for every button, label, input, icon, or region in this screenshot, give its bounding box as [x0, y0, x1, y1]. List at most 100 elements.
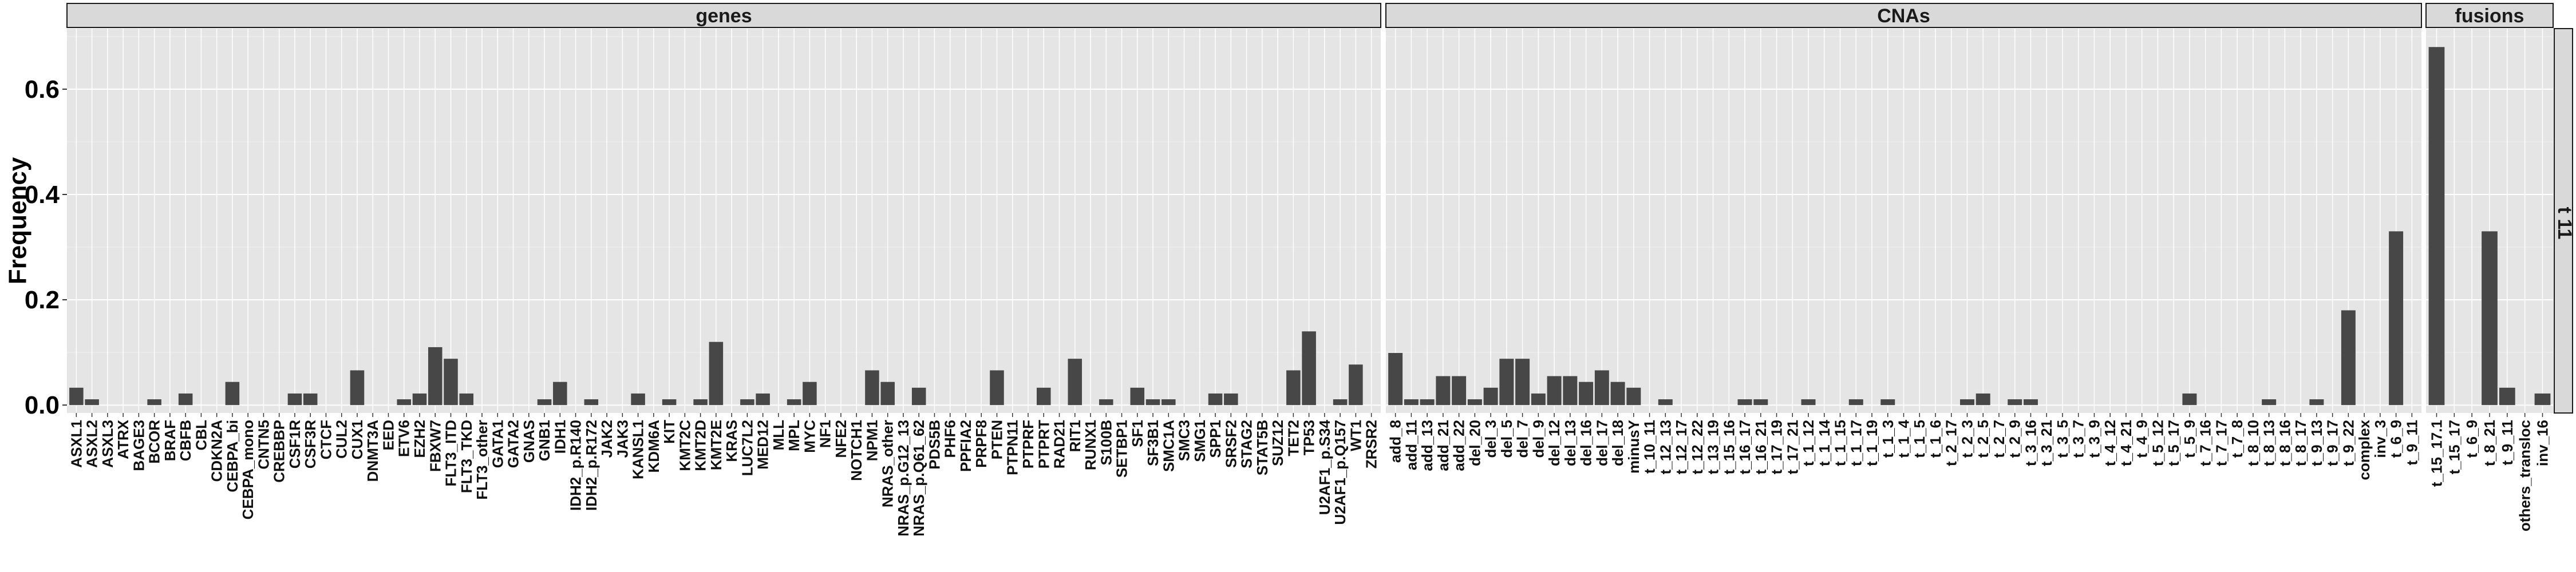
y-axis-title: Frequency: [4, 157, 32, 284]
x-tick-label: SPP1: [1207, 420, 1224, 458]
bar-KIT: [662, 399, 677, 406]
x-tick-label: BRAF: [161, 420, 179, 461]
x-tick-label: IDH2_p.R172: [583, 420, 600, 511]
x-tick-label: IDH1: [551, 420, 568, 454]
bar-t_2_9: [2008, 399, 2022, 406]
x-tick-label: PDS5B: [926, 420, 943, 470]
x-tick-label: PPFIA2: [957, 420, 974, 472]
x-tick-label: CNTN5: [255, 420, 272, 470]
x-tick-label: t_3_21: [2038, 420, 2055, 466]
bar-KMT2E: [709, 341, 724, 406]
x-tick-label: CTCF: [317, 420, 334, 459]
bar-del_18: [1610, 382, 1625, 406]
x-tick-label: CDKN2A: [208, 420, 226, 482]
x-tick-label: t_4_12: [2101, 420, 2119, 466]
bar-CEBPA_bi: [225, 382, 240, 406]
facet-strip: [66, 3, 1381, 28]
bar-del_13: [1563, 376, 1578, 406]
x-tick-label: ATRX: [114, 419, 132, 459]
bar-del_17: [1594, 370, 1609, 406]
bar-NRAS_other: [880, 382, 895, 406]
x-tick-label: KDM6A: [645, 420, 662, 473]
x-tick-label: t_5_12: [2149, 420, 2166, 466]
x-tick-label: t_9_13: [2308, 420, 2325, 466]
x-tick-label: EZH2: [411, 420, 428, 458]
x-tick-label: CEBPA_bi: [224, 420, 241, 492]
x-tick-label: t_1_19: [1863, 420, 1880, 466]
bar-ASXL2: [85, 399, 99, 406]
x-tick-label: inv_16: [2534, 420, 2551, 466]
bar-KANSL1: [631, 393, 645, 406]
x-tick-label: t_1_3: [1879, 420, 1897, 458]
x-tick-label: EED: [380, 420, 397, 450]
x-tick-label: PTPRT: [1035, 420, 1052, 468]
x-tick-label: S100B: [1097, 420, 1115, 466]
x-tick-label: KMT2E: [708, 420, 725, 470]
x-tick-label: add_11: [1402, 420, 1420, 470]
x-tick-label: t_12_17: [1673, 420, 1690, 474]
x-tick-label: SMC3: [1176, 420, 1193, 461]
bar-t_1_17: [1848, 399, 1863, 406]
x-tick-label: SETBP1: [1113, 420, 1131, 478]
x-tick-label: t_1_5: [1911, 420, 1928, 458]
bar-ASXL1: [69, 387, 84, 406]
bar-t_16_21: [1753, 399, 1768, 406]
panel-genes: ASXL1ASXL2ASXL3ATRXBAGE3BCORBRAFCBFBCBLC…: [66, 3, 1381, 537]
y-tick-label: 0.2: [25, 286, 60, 314]
x-tick-label: NFE2: [832, 420, 850, 458]
bar-IDH2_p.R172: [584, 399, 599, 406]
bar-EZH2: [412, 393, 427, 406]
bar-minusY: [1626, 387, 1641, 406]
x-tick-label: t_15_17.1: [2428, 420, 2445, 487]
x-tick-label: t_7_17: [2212, 420, 2230, 466]
x-tick-label: ZRSR2: [1363, 420, 1380, 468]
x-tick-label: RUNX1: [1082, 420, 1099, 470]
x-tick-label: TET2: [1285, 420, 1302, 456]
facet-strip: [1385, 3, 2422, 28]
x-tick-label: U2AF1_p.S34: [1316, 419, 1333, 515]
bar-del_7: [1515, 359, 1530, 406]
x-tick-label: JAK3: [614, 420, 631, 458]
bar-TP53: [1302, 331, 1316, 406]
y-tick-label: 0.6: [25, 76, 60, 104]
bar-t_8_13: [2262, 399, 2277, 406]
x-tick-label: JAK2: [598, 420, 615, 458]
x-tick-label: t_5_9: [2181, 420, 2198, 458]
bar-CSF1R: [287, 393, 302, 406]
x-tick-label: KIT: [661, 420, 678, 444]
x-tick-label: t_3_9: [2085, 420, 2103, 458]
x-tick-label: NRAS_other: [879, 420, 896, 507]
x-tick-label: CUX1: [349, 420, 366, 459]
x-tick-label: IDH2_p.R140: [567, 420, 584, 511]
x-tick-label: t_1_15: [1832, 420, 1849, 466]
x-tick-label: STAG2: [1238, 420, 1255, 468]
x-tick-label: STAT5B: [1254, 420, 1271, 475]
x-tick-label: RIT1: [1066, 420, 1084, 452]
x-tick-label: add_8: [1387, 420, 1404, 463]
bar-GNB1: [537, 399, 552, 406]
bar-add_13: [1420, 399, 1435, 406]
bar-t_9_11: [2499, 387, 2515, 406]
x-tick-label: inv_3: [2372, 420, 2389, 458]
x-tick-label: del_7: [1514, 420, 1531, 458]
x-tick-label: NOTCH1: [848, 420, 865, 481]
bar-t_1_3: [1880, 399, 1895, 406]
bar-U2AF1_p.Q157: [1333, 399, 1348, 406]
bar-t_12_13: [1658, 399, 1673, 406]
x-tick-label: SRSF2: [1222, 420, 1239, 468]
x-tick-label: t_2_9: [2006, 420, 2024, 458]
x-tick-label: CBFB: [177, 420, 194, 461]
x-tick-label: add_22: [1451, 420, 1468, 471]
x-tick-label: GATA1: [489, 420, 506, 468]
x-tick-label: t_5_17: [2165, 420, 2182, 466]
x-tick-label: t_6_9: [2463, 420, 2480, 458]
x-tick-label: t_8_21: [2481, 420, 2498, 466]
x-tick-label: add_21: [1435, 420, 1452, 471]
x-tick-label: U2AF1_p.Q157: [1332, 420, 1349, 525]
x-tick-label: t_15_16: [1720, 420, 1737, 474]
bar-LUC7L2: [740, 399, 754, 406]
x-tick-label: del_5: [1498, 420, 1515, 458]
x-tick-label: KMT2D: [692, 420, 709, 471]
x-tick-label: FBXW7: [426, 420, 444, 472]
